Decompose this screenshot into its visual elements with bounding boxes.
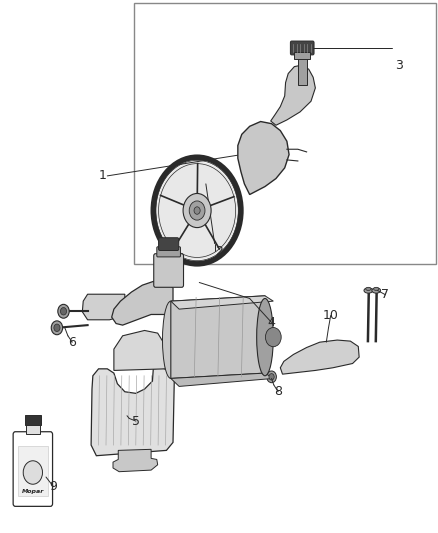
Ellipse shape — [374, 287, 379, 290]
Ellipse shape — [162, 301, 179, 378]
Text: 10: 10 — [323, 309, 339, 322]
Polygon shape — [238, 122, 289, 195]
Circle shape — [157, 161, 237, 260]
Polygon shape — [171, 373, 273, 386]
Circle shape — [269, 374, 274, 380]
Text: 5: 5 — [132, 415, 140, 427]
Text: 9: 9 — [49, 480, 57, 493]
Polygon shape — [91, 368, 174, 456]
Circle shape — [51, 321, 63, 335]
Ellipse shape — [257, 298, 273, 376]
Bar — [25, 415, 41, 425]
FancyBboxPatch shape — [290, 41, 314, 55]
Circle shape — [58, 304, 69, 318]
Polygon shape — [171, 296, 273, 309]
Polygon shape — [171, 296, 265, 378]
Ellipse shape — [366, 287, 371, 290]
Circle shape — [23, 461, 42, 484]
Text: 8: 8 — [274, 385, 282, 398]
FancyBboxPatch shape — [18, 446, 48, 496]
Text: Mopar: Mopar — [21, 489, 44, 494]
Circle shape — [189, 201, 205, 220]
Bar — [134, 3, 436, 264]
Polygon shape — [113, 449, 158, 472]
Circle shape — [265, 327, 281, 346]
Bar — [26, 423, 40, 434]
Circle shape — [54, 324, 60, 332]
Ellipse shape — [372, 288, 381, 293]
FancyBboxPatch shape — [157, 247, 180, 257]
Text: 1: 1 — [99, 169, 107, 182]
Text: 4: 4 — [268, 316, 276, 329]
Text: 2: 2 — [215, 245, 223, 258]
Text: 3: 3 — [395, 59, 403, 71]
Polygon shape — [280, 340, 359, 374]
Circle shape — [194, 207, 200, 214]
Circle shape — [60, 308, 67, 315]
Text: 7: 7 — [381, 288, 389, 301]
Bar — [298, 53, 307, 85]
Circle shape — [267, 371, 276, 383]
FancyBboxPatch shape — [13, 432, 53, 506]
Polygon shape — [271, 65, 315, 125]
Ellipse shape — [364, 288, 373, 293]
Bar — [294, 52, 310, 59]
Circle shape — [183, 193, 211, 228]
FancyBboxPatch shape — [154, 254, 184, 287]
Text: 6: 6 — [68, 336, 76, 349]
Polygon shape — [82, 294, 125, 320]
Polygon shape — [112, 281, 173, 325]
Polygon shape — [114, 330, 166, 370]
FancyBboxPatch shape — [159, 238, 179, 251]
